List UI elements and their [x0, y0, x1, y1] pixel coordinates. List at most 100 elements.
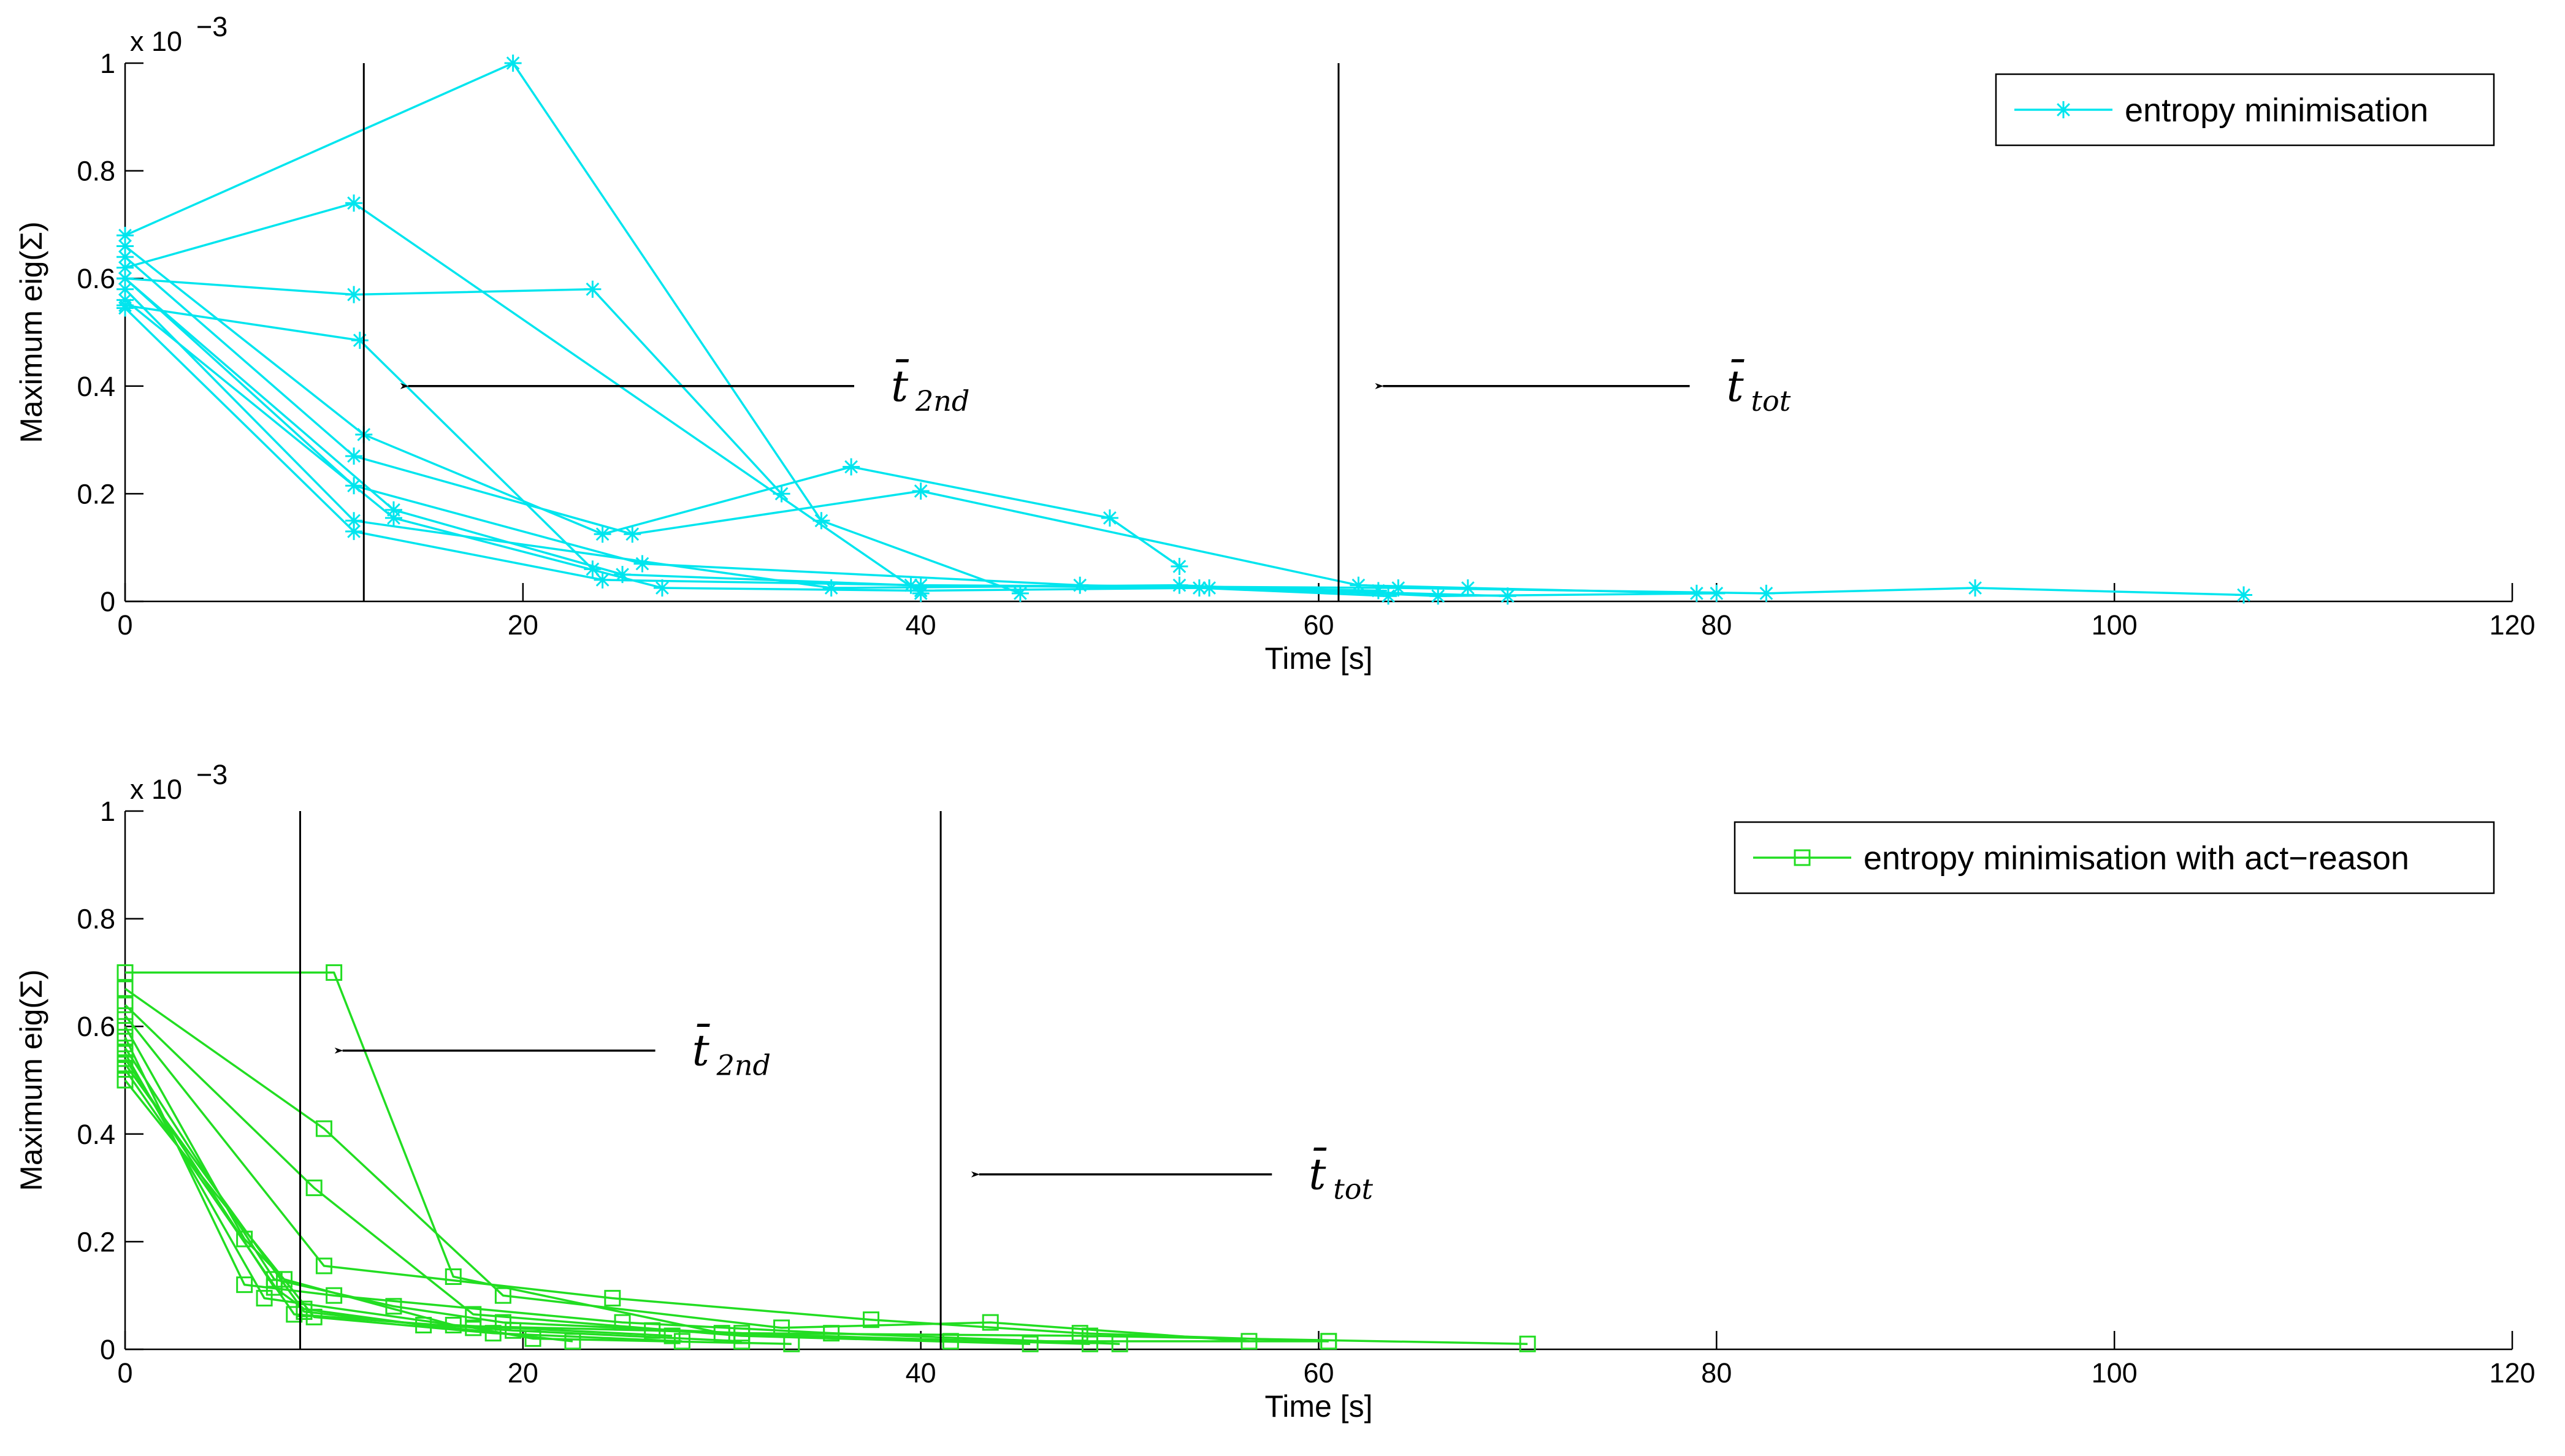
data-point-stroke [347, 524, 361, 538]
data-point-stroke [1759, 586, 1773, 600]
x-tick-label: 60 [1303, 609, 1334, 641]
data-point-stroke [118, 272, 132, 286]
data-point [584, 280, 602, 298]
annotation-label: t̄ [1309, 1147, 1327, 1199]
data-point [305, 1308, 323, 1325]
x-tick-label: 120 [2489, 609, 2535, 641]
series-line [124, 277, 782, 495]
series-line [124, 1063, 573, 1343]
x-tick-label: 20 [508, 1357, 538, 1389]
data-point-stroke [635, 557, 649, 571]
data-point [1081, 1327, 1098, 1344]
series-line [124, 256, 1697, 595]
data-point [1320, 1333, 1337, 1350]
data-point [305, 1180, 323, 1197]
data-point-stroke [914, 484, 928, 498]
data-point-stroke [586, 282, 600, 296]
data-point [505, 1322, 522, 1339]
data-point-stroke [616, 568, 629, 581]
series-line [124, 299, 1389, 597]
y-axis-title: Maximum eig(Σ) [14, 221, 48, 443]
y-tick-label: 1 [100, 48, 115, 79]
series-line [124, 1015, 1329, 1343]
data-point [594, 525, 611, 543]
annotation-label: t̄ [891, 359, 909, 411]
data-point [653, 579, 671, 597]
data-point-stroke [118, 239, 132, 253]
y-tick-label: 0 [100, 586, 115, 617]
data-point-stroke [774, 487, 789, 501]
y-tick-label: 0 [100, 1334, 115, 1365]
data-point [912, 482, 930, 500]
y-tick-label: 0.2 [77, 1226, 115, 1257]
series-line [124, 1037, 1120, 1345]
series-line [124, 62, 1021, 595]
series-line [124, 277, 1508, 597]
data-point [1757, 584, 1775, 602]
data-point [117, 980, 134, 997]
data-point [465, 1306, 482, 1323]
data-point-stroke [914, 584, 928, 598]
data-point [384, 509, 402, 527]
data-point [286, 1306, 303, 1323]
data-point-stroke [118, 229, 132, 242]
data-point [733, 1333, 751, 1350]
data-point [117, 1007, 134, 1024]
data-point [1794, 849, 1811, 866]
data-point [663, 1327, 681, 1344]
data-point-stroke [1172, 560, 1187, 573]
data-point [1429, 587, 1447, 605]
data-point [445, 1268, 462, 1285]
data-point [912, 582, 930, 600]
data-point [1171, 576, 1188, 594]
data-point [315, 1257, 332, 1275]
data-point [117, 1045, 134, 1062]
legend-box [1734, 821, 2495, 894]
data-point-stroke [1103, 511, 1117, 525]
data-point [614, 566, 632, 584]
x-tick-label: 100 [2092, 1357, 2138, 1389]
data-point [982, 1314, 999, 1331]
data-point-stroke [595, 527, 610, 541]
data-point [494, 1287, 511, 1304]
x-tick-label: 60 [1303, 1357, 1334, 1389]
data-point-stroke [506, 56, 520, 70]
data-point [296, 1303, 313, 1321]
data-point [117, 291, 134, 309]
series-line [124, 1058, 1329, 1343]
data-point-stroke [118, 293, 132, 307]
data-point [1499, 587, 1516, 605]
data-point-stroke [1500, 589, 1515, 603]
annotation-label: t̄ [692, 1024, 711, 1076]
annotation-subscript: 2nd [716, 1049, 771, 1082]
data-point-stroke [118, 250, 132, 264]
data-point [256, 1290, 273, 1307]
annotation-label: t̄ [1727, 359, 1745, 411]
x-tick-label: 40 [906, 1357, 936, 1389]
data-point-stroke [1968, 581, 1982, 595]
y-tick-label: 0.8 [77, 904, 115, 935]
data-point-stroke [2237, 588, 2250, 602]
annotation-subscript: 2nd [915, 384, 969, 417]
x-tick-label: 120 [2489, 1357, 2535, 1389]
data-point [783, 1335, 800, 1352]
x-tick-label: 100 [2092, 609, 2138, 641]
y-axis-title: Maximum eig(Σ) [14, 969, 48, 1191]
data-point [117, 1018, 134, 1035]
series-line [124, 245, 1180, 568]
data-point-stroke [347, 514, 361, 528]
annotation-subscript: tot [1333, 1173, 1373, 1206]
data-point [1190, 579, 1208, 597]
y-exponent-power: −3 [196, 759, 227, 790]
x-tick-label: 40 [906, 609, 936, 641]
data-point [1022, 1335, 1039, 1352]
data-point [117, 1056, 134, 1073]
series-line [124, 1079, 682, 1343]
data-point [1380, 587, 1397, 605]
data-point [345, 194, 363, 212]
x-axis-title: Time [s] [1265, 641, 1373, 676]
y-tick-label: 0.8 [77, 156, 115, 187]
series-line [124, 988, 1250, 1343]
y-tick-label: 0.4 [77, 371, 115, 402]
data-point-stroke [347, 449, 361, 463]
